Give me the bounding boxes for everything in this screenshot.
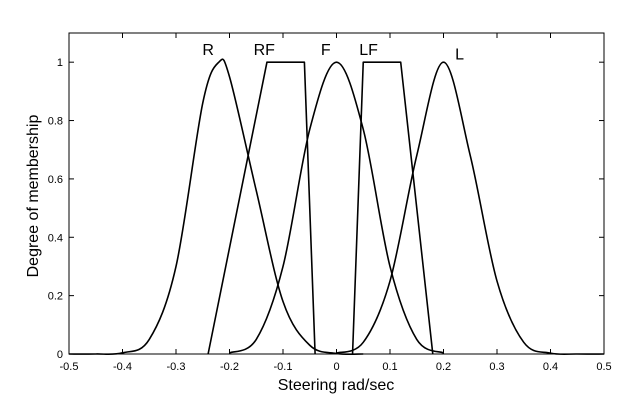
ticks-layer: -0.5 -0.4 -0.3 -0.2 -0.1 0 0.1 0.2 0.3 0.4 0.5 0 0.2… bbox=[48, 33, 612, 373]
series-line-l bbox=[336, 61, 605, 356]
series-layer bbox=[68, 58, 605, 356]
mf-label-lf: LF bbox=[359, 42, 378, 59]
y-tick-label: 0 bbox=[57, 349, 63, 361]
plot-border bbox=[68, 32, 605, 355]
mf-label-l: L bbox=[455, 46, 464, 63]
plot-frame bbox=[68, 32, 605, 355]
series-line-r bbox=[68, 58, 364, 356]
series-line-f bbox=[229, 61, 444, 354]
x-tick-label: 0.3 bbox=[489, 361, 504, 373]
x-tick-label: -0.2 bbox=[220, 361, 239, 373]
x-tick-label: 0.1 bbox=[382, 361, 397, 373]
y-tick-label: 0.6 bbox=[48, 174, 63, 186]
series-line-rf bbox=[207, 61, 316, 355]
y-tick-label: 1 bbox=[57, 57, 63, 69]
mf-label-f: F bbox=[321, 42, 331, 59]
x-tick-label: 0.2 bbox=[436, 361, 451, 373]
x-tick-label: -0.5 bbox=[60, 361, 79, 373]
y-axis-title: Degree of membership bbox=[25, 115, 42, 278]
y-tick-label: 0.8 bbox=[48, 116, 63, 128]
y-tick-label: 0.4 bbox=[48, 232, 63, 244]
x-tick-label: 0.5 bbox=[596, 361, 611, 373]
x-axis-title: Steering rad/sec bbox=[278, 377, 395, 394]
y-tick-label: 0.2 bbox=[48, 291, 63, 303]
mf-label-r: R bbox=[202, 42, 214, 59]
x-tick-label: -0.1 bbox=[274, 361, 293, 373]
x-tick-label: -0.3 bbox=[167, 361, 186, 373]
series-line-lf bbox=[351, 61, 434, 355]
mf-label-rf: RF bbox=[254, 42, 276, 59]
mf-labels-layer: R RF F LF L bbox=[202, 42, 464, 63]
x-tick-label: 0 bbox=[333, 361, 339, 373]
x-tick-label: -0.4 bbox=[113, 361, 132, 373]
x-tick-label: 0.4 bbox=[543, 361, 558, 373]
